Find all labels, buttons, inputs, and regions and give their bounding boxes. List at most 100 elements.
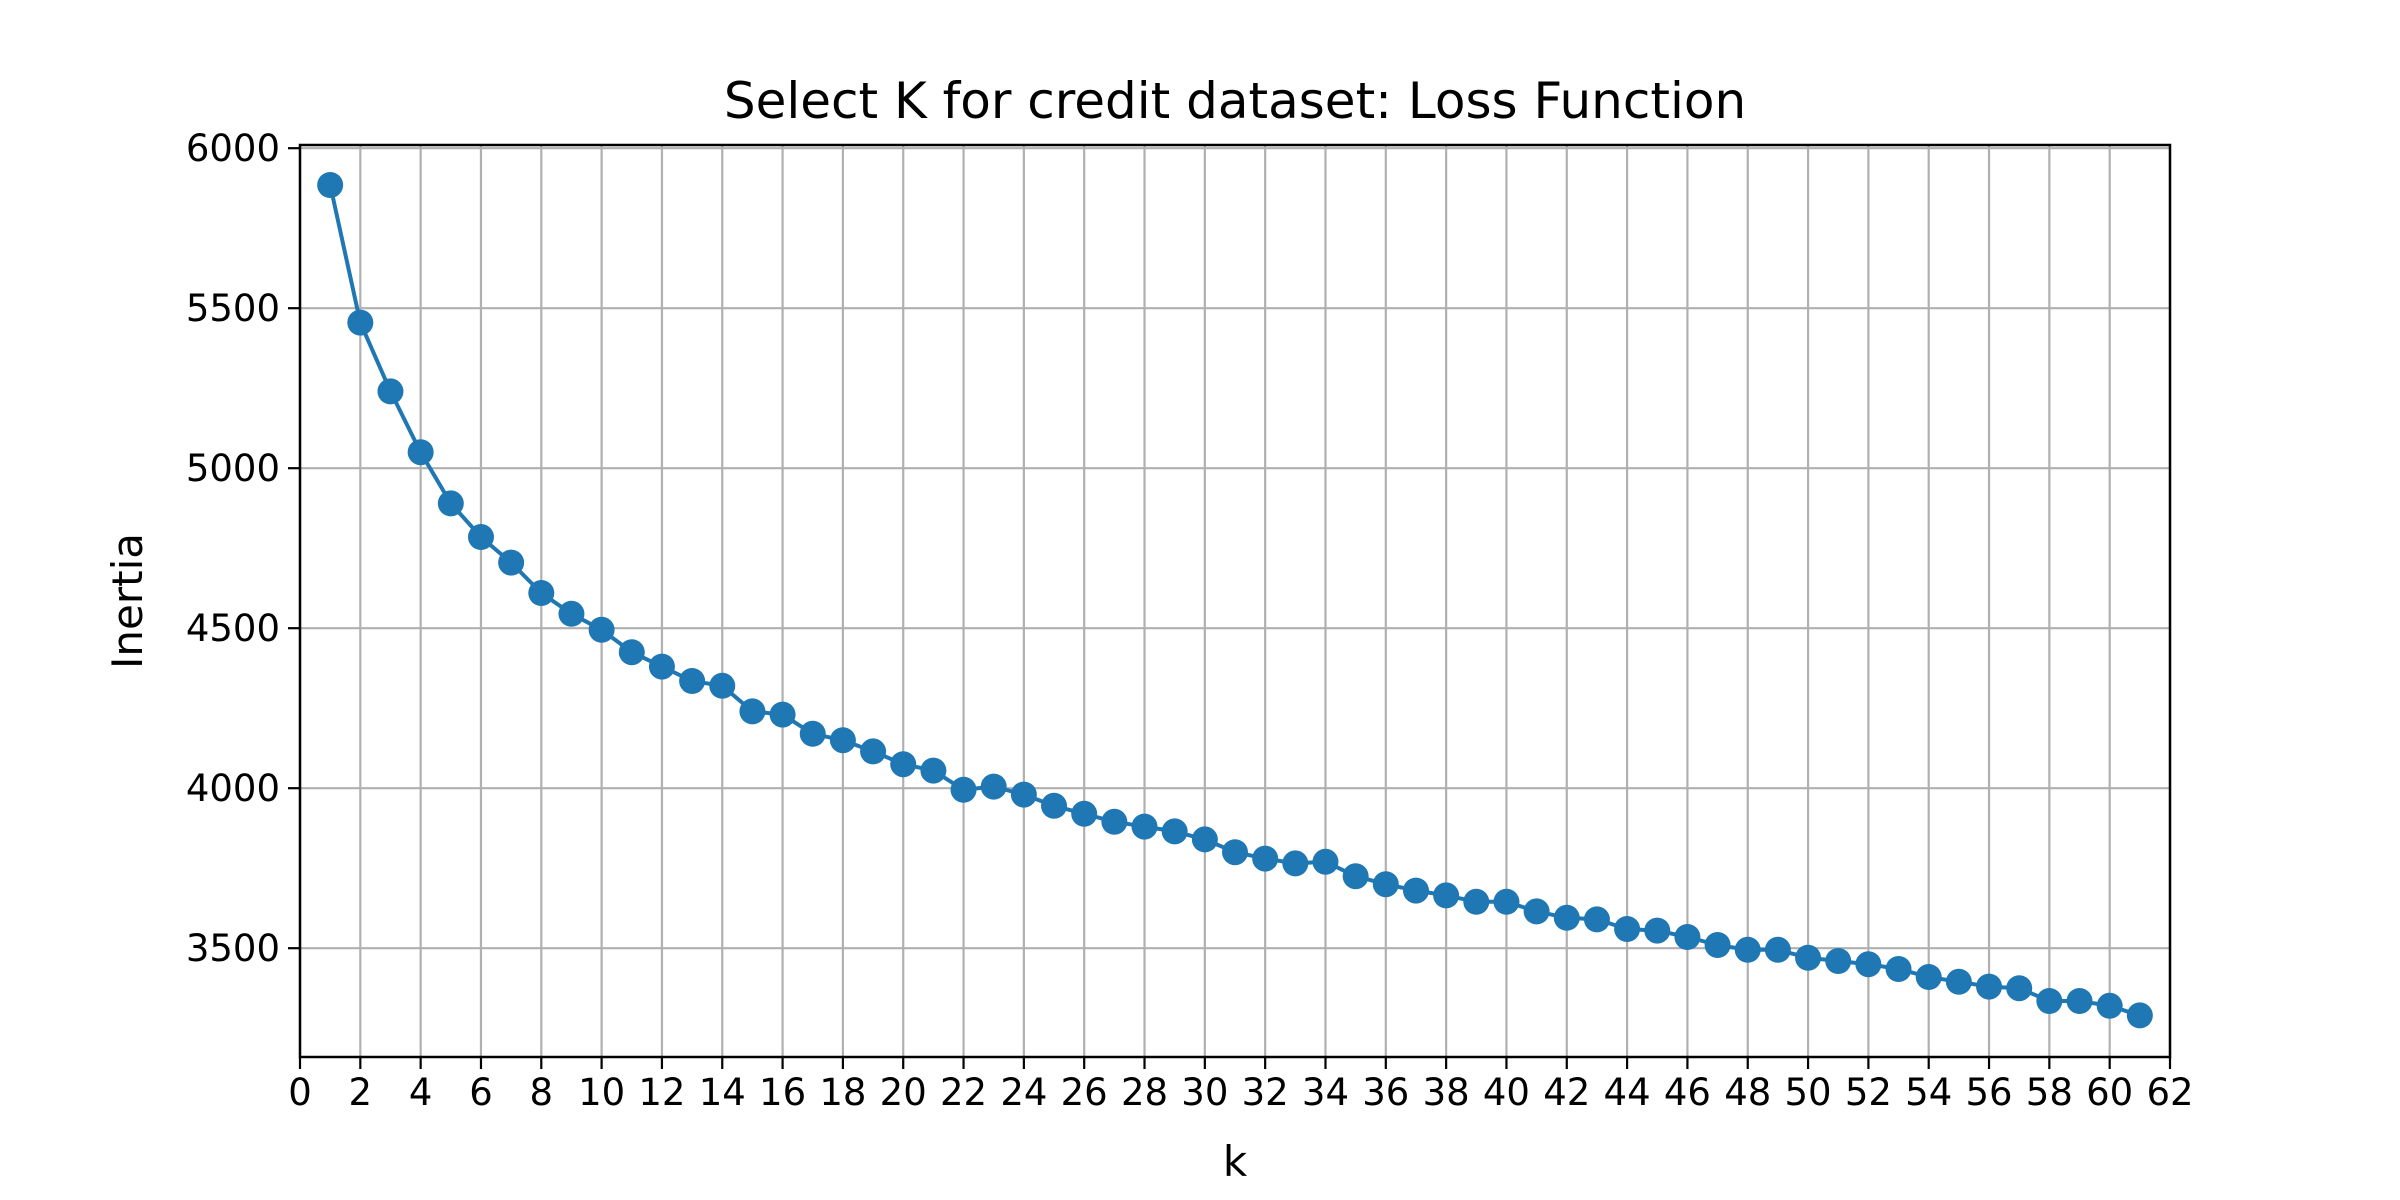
data-point <box>1312 848 1339 875</box>
data-point <box>407 439 434 466</box>
y-tick-label: 3500 <box>186 927 280 970</box>
x-tick-label: 62 <box>2146 1071 2193 1114</box>
y-tick-label: 4000 <box>186 767 280 810</box>
data-point <box>829 727 856 754</box>
x-tick-label: 40 <box>1483 1071 1530 1114</box>
data-point <box>2006 975 2033 1002</box>
data-point <box>1674 924 1701 950</box>
x-tick-label: 8 <box>530 1071 554 1114</box>
x-tick-label: 24 <box>1000 1071 1047 1114</box>
data-point <box>347 309 374 336</box>
data-point <box>950 776 977 803</box>
x-tick-label: 50 <box>1785 1071 1832 1114</box>
data-point <box>1493 888 1520 915</box>
x-tick-label: 18 <box>819 1071 866 1114</box>
data-point <box>1161 818 1188 845</box>
data-point <box>1101 808 1128 835</box>
data-point <box>1071 800 1098 827</box>
x-tick-label: 54 <box>1905 1071 1952 1114</box>
data-point <box>1463 888 1490 915</box>
chart-title: Select K for credit dataset: Loss Functi… <box>724 72 1746 130</box>
data-point <box>1010 781 1037 808</box>
data-point <box>558 600 585 627</box>
y-tick-label: 6000 <box>186 127 280 170</box>
x-tick-label: 12 <box>638 1071 685 1114</box>
data-point <box>1764 936 1791 963</box>
data-point <box>467 524 494 550</box>
data-point <box>739 698 766 725</box>
data-point <box>1041 792 1068 819</box>
data-point <box>2096 992 2123 1019</box>
x-tick-label: 10 <box>578 1071 625 1114</box>
x-tick-label: 22 <box>940 1071 987 1114</box>
x-tick-label: 58 <box>2026 1071 2073 1114</box>
x-tick-label: 60 <box>2086 1071 2133 1114</box>
data-point <box>2036 988 2063 1014</box>
data-point <box>1614 916 1641 942</box>
x-axis-label: k <box>1223 1137 1248 1186</box>
data-point <box>618 639 645 666</box>
y-tick-label: 5000 <box>186 447 280 490</box>
data-point <box>679 668 706 694</box>
data-point <box>1915 964 1942 990</box>
data-point <box>1734 936 1761 963</box>
data-point <box>920 757 947 784</box>
x-tick-label: 44 <box>1604 1071 1651 1114</box>
data-point <box>1945 968 1972 995</box>
x-tick-label: 2 <box>349 1071 373 1114</box>
x-tick-label: 16 <box>759 1071 806 1114</box>
x-tick-label: 56 <box>1965 1071 2012 1114</box>
x-axis-ticks: 0 2 4 6 8 10 12 14 16 18 20 22 24 26 28 30 32 34 36 38 40 42 4… <box>288 1057 2194 1114</box>
x-tick-label: 26 <box>1061 1071 1108 1114</box>
data-point <box>2126 1002 2153 1029</box>
data-point <box>1342 863 1369 890</box>
x-tick-label: 46 <box>1664 1071 1711 1114</box>
data-point <box>1222 839 1248 866</box>
data-point <box>1855 951 1882 978</box>
data-point <box>890 751 917 778</box>
x-tick-label: 0 <box>288 1071 312 1114</box>
y-axis-ticks: 3500 4000 4500 5000 5500 6000 <box>186 127 300 970</box>
x-tick-label: 32 <box>1242 1071 1289 1114</box>
data-point <box>2066 988 2093 1014</box>
data-point <box>769 701 796 728</box>
data-point <box>648 653 675 680</box>
x-tick-label: 14 <box>699 1071 746 1114</box>
x-tick-label: 52 <box>1845 1071 1892 1114</box>
data-point <box>1433 882 1460 909</box>
data-point <box>1704 932 1731 958</box>
data-point <box>1885 956 1912 982</box>
data-point <box>709 672 736 699</box>
data-point <box>498 549 525 576</box>
data-point <box>1372 871 1399 898</box>
x-tick-label: 34 <box>1302 1071 1349 1114</box>
x-tick-label: 20 <box>880 1071 927 1114</box>
x-tick-label: 48 <box>1724 1071 1771 1114</box>
data-point <box>1252 845 1279 872</box>
data-point <box>528 580 555 606</box>
data-point <box>1644 917 1671 944</box>
x-tick-label: 4 <box>409 1071 433 1114</box>
data-point <box>1795 944 1822 971</box>
plot-frame <box>298 143 2172 1059</box>
y-tick-label: 4500 <box>186 607 280 650</box>
data-point <box>317 172 344 198</box>
data-point <box>1131 813 1158 840</box>
data-point <box>1282 850 1309 877</box>
x-tick-label: 30 <box>1181 1071 1228 1114</box>
data-point <box>1402 877 1429 904</box>
data-point <box>1976 973 2003 1000</box>
x-tick-label: 36 <box>1362 1071 1409 1114</box>
x-tick-label: 42 <box>1543 1071 1590 1114</box>
data-point <box>860 738 887 765</box>
y-axis-label: Inertia <box>103 533 152 669</box>
data-point <box>588 616 615 643</box>
data-point <box>1523 898 1550 925</box>
data-point <box>1825 948 1852 974</box>
data-point <box>799 720 826 747</box>
x-tick-label: 28 <box>1121 1071 1168 1114</box>
data-point <box>437 490 464 517</box>
x-tick-label: 6 <box>469 1071 493 1114</box>
y-tick-label: 5500 <box>186 287 280 330</box>
